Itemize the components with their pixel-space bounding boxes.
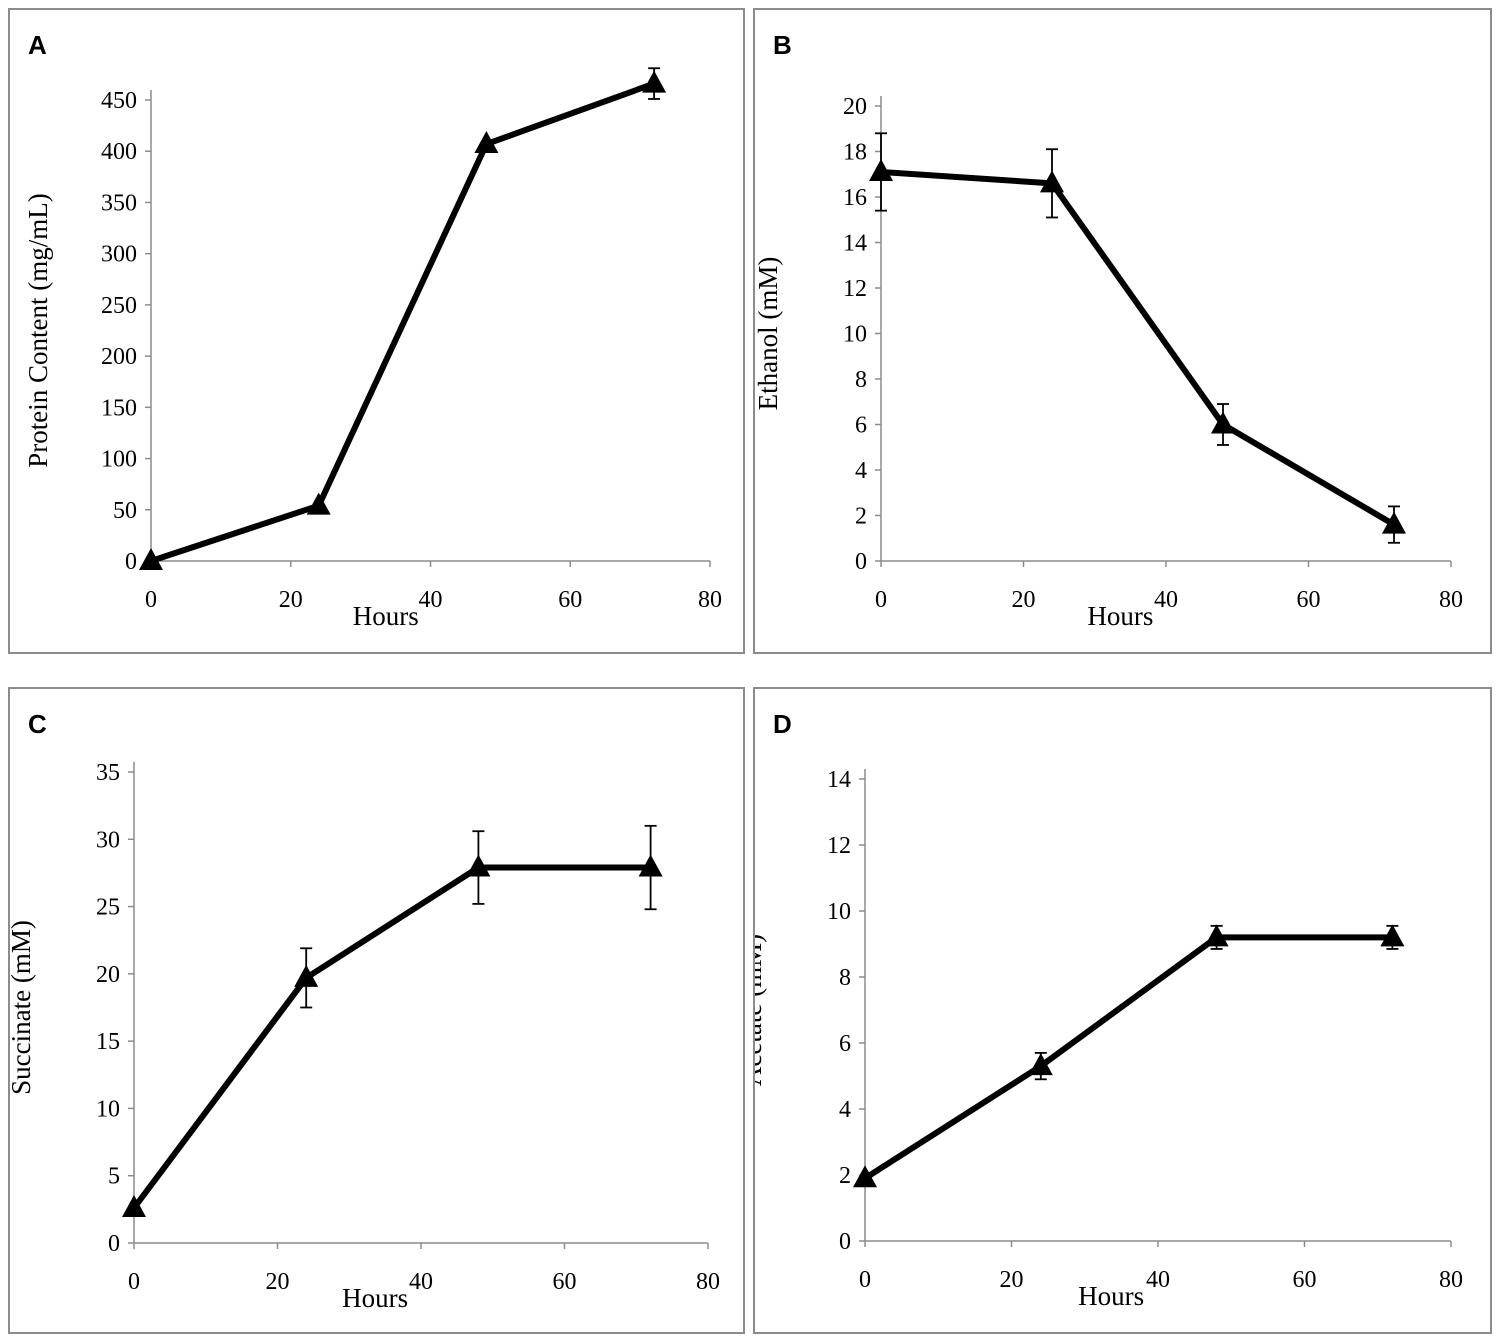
x-axis-title: Hours (342, 1283, 408, 1313)
panel-label: D (773, 709, 792, 739)
x-tick-label: 0 (875, 587, 887, 613)
x-tick-label: 40 (1146, 1267, 1170, 1293)
y-tick-label: 400 (101, 139, 137, 165)
y-tick-label: 100 (101, 447, 137, 473)
x-tick-label: 0 (145, 587, 157, 613)
x-tick-label: 60 (553, 1269, 577, 1295)
line-chart: 0 2 4 6 8 10 12 14 16 18 20 0 20 40 60 80 Hours Ethanol (… (755, 94, 1463, 631)
y-tick-label: 16 (843, 185, 867, 211)
panel-label: B (773, 30, 792, 60)
data-point-triangle (1028, 1053, 1053, 1076)
x-tick-label: 40 (419, 587, 443, 613)
data-point-triangle (869, 158, 893, 181)
x-tick-label: 80 (1439, 587, 1463, 613)
x-tick-label: 40 (409, 1269, 433, 1295)
y-tick-label: 0 (125, 549, 137, 575)
y-tick-label: 12 (843, 276, 867, 302)
x-tick-label: 20 (266, 1269, 290, 1295)
data-point-triangle (1380, 924, 1405, 947)
data-point-triangle (294, 964, 319, 987)
data-point-triangle (139, 548, 163, 570)
y-tick-label: 25 (96, 895, 120, 921)
y-tick-label: 2 (839, 1163, 851, 1189)
y-tick-label: 250 (101, 293, 137, 319)
y-tick-label: 0 (108, 1231, 120, 1257)
y-tick-label: 6 (855, 413, 867, 439)
data-point-triangle (1040, 170, 1064, 193)
y-tick-label: 10 (843, 322, 867, 348)
y-tick-label: 300 (101, 242, 137, 268)
data-point-triangle (306, 492, 331, 515)
panel-label: C (28, 709, 47, 739)
x-tick-label: 60 (1297, 587, 1321, 613)
x-tick-label: 80 (698, 587, 722, 613)
x-axis-title: Hours (1087, 601, 1153, 631)
x-tick-label: 40 (1154, 587, 1178, 613)
y-axis-title: Succinate (mM) (10, 920, 36, 1095)
y-tick-label: 6 (839, 1031, 851, 1057)
x-tick-label: 0 (859, 1267, 871, 1293)
y-tick-label: 5 (108, 1164, 120, 1190)
data-point-triangle (1204, 924, 1229, 947)
data-point-triangle (853, 1165, 877, 1188)
panel-label: A (28, 30, 47, 60)
y-tick-label: 350 (101, 190, 137, 216)
x-tick-label: 60 (1293, 1267, 1317, 1293)
y-tick-label: 150 (101, 395, 137, 421)
y-tick-label: 35 (96, 760, 120, 786)
x-tick-label: 20 (1000, 1267, 1024, 1293)
x-tick-label: 20 (279, 587, 303, 613)
y-axis-title: Protein Content (mg/mL) (23, 193, 53, 467)
y-tick-label: 450 (101, 88, 137, 114)
data-point-triangle (642, 70, 667, 93)
y-tick-label: 50 (113, 498, 137, 524)
y-tick-label: 14 (843, 231, 867, 257)
data-point-triangle (1382, 511, 1406, 534)
y-tick-label: 12 (827, 833, 851, 859)
series-line (150, 80, 656, 564)
chart-panel-b: B 0 2 4 6 8 10 12 14 16 18 20 0 20 40 60 80 Hours Ethanol… (753, 8, 1492, 654)
y-tick-label: 8 (855, 367, 867, 393)
y-tick-label: 4 (839, 1097, 851, 1123)
y-tick-label: 15 (96, 1029, 120, 1055)
y-tick-label: 18 (843, 140, 867, 166)
y-axis-title: Ethanol (mM) (755, 257, 783, 411)
data-point-triangle (122, 1195, 146, 1218)
data-point-triangle (1211, 411, 1235, 434)
chart-panel-d: D 0 2 4 6 8 10 12 14 0 20 40 60 80 Hours Acetate (mM) (753, 687, 1492, 1334)
y-tick-label: 4 (855, 458, 867, 484)
line-chart: 0 50 100 150 200 250 300 350 400 450 0 20 40 60 80 Hour… (23, 67, 722, 631)
y-tick-label: 8 (839, 965, 851, 991)
x-axis-title: Hours (353, 601, 419, 631)
y-tick-label: 14 (827, 767, 851, 793)
y-tick-label: 10 (827, 899, 851, 925)
series-line (880, 168, 1396, 528)
chart-panel-c: C 0 5 10 15 20 25 30 35 0 20 40 60 80 Hours Succinate … (8, 687, 745, 1334)
y-tick-label: 20 (96, 962, 120, 988)
series-line (863, 934, 1393, 1181)
x-tick-label: 20 (1012, 587, 1036, 613)
y-tick-label: 2 (855, 504, 867, 530)
y-tick-label: 200 (101, 344, 137, 370)
x-tick-label: 80 (696, 1269, 720, 1295)
x-tick-label: 80 (1439, 1267, 1463, 1293)
chart-panel-a: A 0 50 100 150 200 250 300 350 400 450 0 20 40 60 80 Ho… (8, 8, 745, 654)
y-tick-label: 30 (96, 827, 120, 853)
line-chart: 0 2 4 6 8 10 12 14 0 20 40 60 80 Hours Acetate (mM) (755, 767, 1463, 1311)
y-tick-label: 10 (96, 1096, 120, 1122)
data-point-triangle (638, 854, 663, 877)
line-chart: 0 5 10 15 20 25 30 35 0 20 40 60 80 Hours Succinate (m… (10, 760, 720, 1313)
y-tick-label: 20 (843, 94, 867, 120)
x-tick-label: 60 (558, 587, 582, 613)
series-line (131, 864, 651, 1210)
x-axis-title: Hours (1078, 1281, 1144, 1311)
x-tick-label: 0 (128, 1269, 140, 1295)
data-point-triangle (474, 131, 499, 154)
y-axis-title: Acetate (mM) (755, 934, 767, 1086)
y-tick-label: 0 (855, 549, 867, 575)
data-point-triangle (466, 854, 491, 877)
y-tick-label: 0 (839, 1229, 851, 1255)
